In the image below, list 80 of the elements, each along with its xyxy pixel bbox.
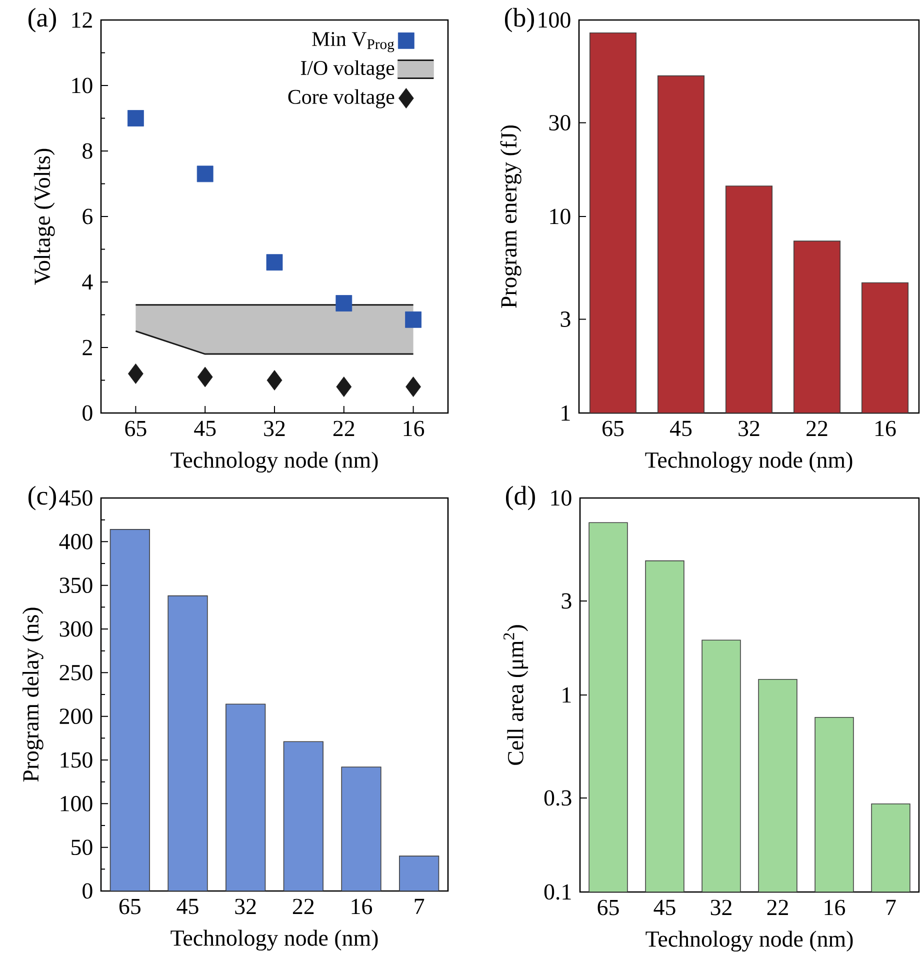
x-tick-label: 16 bbox=[876, 420, 896, 436]
y-tick-label: 200 bbox=[60, 708, 92, 724]
y-axis-title: Program energy (fJ) bbox=[500, 125, 522, 308]
x-tick-label: 32 bbox=[711, 900, 732, 916]
point bbox=[198, 366, 213, 388]
x-axis-title: Technology node (nm) bbox=[170, 930, 378, 951]
x-axis-title: Technology node (nm) bbox=[645, 452, 852, 473]
y-tick-label: 450 bbox=[59, 490, 92, 506]
y-tick-label: 2 bbox=[82, 340, 92, 356]
y-tick-label: 350 bbox=[60, 578, 92, 594]
y-tick-label: 50 bbox=[72, 840, 92, 856]
point bbox=[406, 376, 422, 397]
chart-title: (a) bbox=[28, 8, 56, 32]
bar bbox=[168, 596, 208, 891]
y-tick-label: 0.1 bbox=[544, 884, 571, 900]
y-tick-label: 0 bbox=[82, 883, 92, 899]
y-tick-label: 30 bbox=[550, 115, 570, 130]
x-tick-label: 45 bbox=[194, 420, 216, 436]
y-tick-label: 8 bbox=[82, 143, 92, 159]
y-tick-label: 1 bbox=[562, 405, 570, 421]
x-tick-label: 7 bbox=[886, 900, 896, 915]
x-tick-label: 16 bbox=[352, 898, 372, 914]
x-tick-label: 65 bbox=[602, 420, 624, 436]
y-tick-label: 300 bbox=[60, 621, 92, 637]
y-tick-label: 4 bbox=[82, 274, 93, 290]
chart-title: (d) bbox=[506, 486, 536, 510]
y-tick-label: 1 bbox=[562, 687, 571, 703]
y-tick-label: 150 bbox=[60, 752, 92, 768]
x-axis-title: Technology node (nm) bbox=[170, 452, 378, 473]
bar bbox=[226, 704, 266, 891]
x-tick-label: 65 bbox=[598, 900, 619, 916]
y-tick-label: 3 bbox=[562, 593, 572, 609]
x-tick-label: 16 bbox=[404, 420, 424, 436]
bar bbox=[284, 742, 324, 891]
point bbox=[405, 311, 422, 328]
point bbox=[197, 166, 214, 182]
point bbox=[128, 363, 144, 384]
legend-label: I/O voltage bbox=[301, 60, 394, 80]
y-tick-label: 100 bbox=[60, 796, 92, 812]
chart-title: (c) bbox=[28, 486, 56, 510]
x-tick-label: 45 bbox=[654, 900, 676, 916]
y-tick-label: 12 bbox=[72, 12, 92, 28]
y-tick-label: 400 bbox=[59, 534, 92, 550]
x-tick-label: 22 bbox=[767, 900, 788, 915]
x-axis-title: Technology node (nm) bbox=[646, 930, 853, 952]
x-tick-label: 16 bbox=[824, 900, 846, 916]
x-tick-label: 22 bbox=[806, 420, 828, 436]
bar bbox=[342, 766, 382, 891]
legend-label: Core voltage bbox=[288, 89, 394, 108]
x-tick-label: 32 bbox=[264, 420, 285, 436]
y-tick-label: 10 bbox=[550, 208, 570, 224]
y-tick-label: 10 bbox=[72, 78, 92, 94]
point bbox=[266, 254, 283, 271]
y-tick-label: 10 bbox=[551, 490, 572, 506]
y-tick-label: 0.3 bbox=[544, 790, 572, 806]
legend-label: Min V$_{Prog}$ bbox=[312, 32, 394, 52]
x-tick-label: 7 bbox=[415, 898, 424, 914]
bar bbox=[399, 856, 440, 891]
x-tick-label: 32 bbox=[235, 898, 256, 914]
point bbox=[266, 370, 282, 390]
point bbox=[128, 110, 144, 126]
y-tick-label: 250 bbox=[60, 664, 92, 680]
x-tick-label: 65 bbox=[120, 898, 141, 914]
y-tick-label: 3 bbox=[560, 312, 570, 327]
x-tick-label: 22 bbox=[334, 420, 354, 436]
y-tick-label: 0 bbox=[82, 405, 92, 421]
x-tick-label: 45 bbox=[670, 420, 692, 436]
x-tick-label: 32 bbox=[738, 420, 760, 436]
x-tick-label: 65 bbox=[125, 420, 146, 436]
point bbox=[336, 376, 352, 397]
bar bbox=[110, 529, 150, 891]
y-axis-title: Program delay (ns) bbox=[22, 608, 44, 782]
x-tick-label: 22 bbox=[293, 898, 314, 914]
y-axis-title: Cell area (μm$^{2}$) bbox=[504, 625, 528, 765]
x-tick-label: 45 bbox=[176, 898, 198, 914]
chart-title: (b) bbox=[505, 8, 534, 32]
point bbox=[336, 295, 352, 312]
y-tick-label: 6 bbox=[82, 208, 93, 224]
y-axis-title: Voltage (Volts) bbox=[34, 148, 55, 285]
y-tick-label: 100 bbox=[538, 12, 570, 28]
